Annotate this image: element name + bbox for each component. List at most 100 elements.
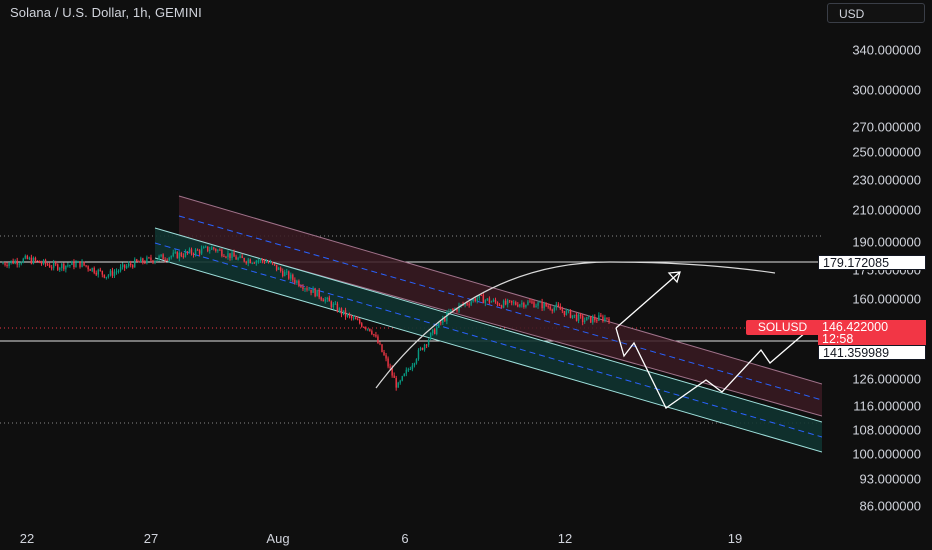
candle-body <box>176 251 179 259</box>
candle-body <box>363 326 365 328</box>
candle-body <box>16 260 18 265</box>
candle-body <box>204 246 207 248</box>
chart-title: Solana / U.S. Dollar, 1h, GEMINI <box>10 5 202 20</box>
time-tick: 6 <box>401 531 409 546</box>
candle-body <box>379 343 381 345</box>
candle-body <box>348 314 351 316</box>
candle-body <box>59 268 61 270</box>
candle-body <box>40 262 43 264</box>
candle-body <box>383 352 385 356</box>
candle-body <box>281 270 284 277</box>
candle-body <box>30 257 33 264</box>
candle-body <box>79 261 81 267</box>
last-price-label: 146.422000 <box>818 320 926 335</box>
candle-body <box>314 288 316 297</box>
candle-body <box>600 315 602 317</box>
price-axis[interactable]: 340.000000 300.000000 270.000000 250.000… <box>822 26 932 526</box>
arc-drawing[interactable] <box>375 261 776 389</box>
candle-body <box>188 249 191 253</box>
candle-body <box>271 261 274 264</box>
candle-body <box>527 301 529 305</box>
price-tick: 108.000000 <box>852 422 921 438</box>
time-tick: 19 <box>727 531 743 546</box>
candle-body <box>229 253 231 259</box>
candle-body <box>46 264 49 266</box>
candle-body <box>515 302 517 305</box>
candle-body <box>427 339 430 346</box>
candle-body <box>585 317 588 321</box>
candle-body <box>202 247 205 249</box>
candle-body <box>154 260 156 263</box>
candle-body <box>67 265 69 267</box>
candle-body <box>373 334 375 336</box>
candle-body <box>474 298 476 302</box>
lower-channel-fill[interactable] <box>155 228 822 452</box>
candle-body <box>127 263 130 267</box>
candle-body <box>26 255 29 259</box>
candle-body <box>590 316 592 323</box>
candle-body <box>158 256 160 260</box>
candle-body <box>484 300 487 304</box>
candle-body <box>517 304 519 307</box>
candle-body <box>103 274 106 278</box>
candle-body <box>468 304 470 306</box>
candle-body <box>492 299 495 302</box>
candle-body <box>375 334 377 337</box>
candle-body <box>442 318 444 323</box>
candle-body <box>95 272 97 275</box>
candle-body <box>65 265 67 270</box>
candle-body <box>500 305 503 308</box>
candle-body <box>433 329 436 334</box>
price-tick: 230.000000 <box>852 172 921 188</box>
symbol-tag: SOLUSD <box>746 320 819 335</box>
candle-body <box>308 289 310 291</box>
candle-body <box>573 314 576 316</box>
candle-body <box>2 263 4 265</box>
price-tick: 270.000000 <box>852 119 921 135</box>
upper-channel-fill[interactable] <box>179 196 822 416</box>
candle-body <box>365 327 367 329</box>
candle-body <box>594 317 596 321</box>
currency-selector[interactable]: USD <box>827 3 925 23</box>
candle-body <box>561 309 564 311</box>
candle-body <box>117 270 120 272</box>
candle-body <box>371 331 373 335</box>
projection-zigzag-path[interactable] <box>615 327 807 409</box>
level-upper-label[interactable]: 179.172085 <box>818 255 926 270</box>
chart-pane[interactable]: Solana / U.S. Dollar, 1h, GEMINI <box>0 0 822 526</box>
candle-body <box>71 261 73 265</box>
candle-body <box>486 298 489 301</box>
candle-body <box>377 336 379 344</box>
candle-body <box>367 328 369 330</box>
candle-body <box>233 252 235 257</box>
candle-body <box>269 261 272 263</box>
candle-body <box>356 319 359 321</box>
time-axis[interactable]: 22 27 Aug 6 12 19 <box>0 526 822 550</box>
candle-body <box>249 259 251 264</box>
candle-body <box>397 382 399 388</box>
candle-body <box>456 308 458 311</box>
price-chart[interactable] <box>0 0 822 526</box>
candle-body <box>48 265 51 268</box>
level-lower-label[interactable]: 141.359989 <box>818 345 926 360</box>
projection-up-path[interactable] <box>615 271 681 329</box>
candle-body <box>429 332 432 340</box>
upper-channel-top <box>178 195 822 385</box>
candle-body <box>69 264 71 266</box>
candle-body <box>50 267 53 269</box>
candle-body <box>350 315 353 319</box>
candle-body <box>166 259 168 261</box>
candle-body <box>275 264 278 270</box>
candle-body <box>496 302 499 306</box>
candle-body <box>421 347 424 350</box>
candle-body <box>99 269 102 271</box>
price-tick: 160.000000 <box>852 291 921 307</box>
candle-body <box>277 267 280 270</box>
candle-body <box>304 288 306 290</box>
candle-body <box>101 270 104 275</box>
projection-up-arrowhead <box>667 271 681 284</box>
candle-body <box>20 262 22 264</box>
candle-body <box>510 300 513 303</box>
candle-body <box>470 301 472 305</box>
candle-body <box>531 301 533 303</box>
